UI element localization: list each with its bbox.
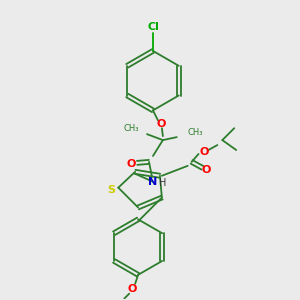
Text: CH₃: CH₃ <box>188 128 203 137</box>
Text: Cl: Cl <box>147 22 159 32</box>
Text: N: N <box>148 177 158 187</box>
Text: O: O <box>156 119 166 129</box>
Text: O: O <box>202 165 211 175</box>
Text: O: O <box>127 159 136 169</box>
Text: CH₃: CH₃ <box>124 124 139 133</box>
Text: S: S <box>107 184 116 195</box>
Text: O: O <box>128 284 137 294</box>
Text: O: O <box>200 147 209 157</box>
Text: H: H <box>159 178 167 188</box>
